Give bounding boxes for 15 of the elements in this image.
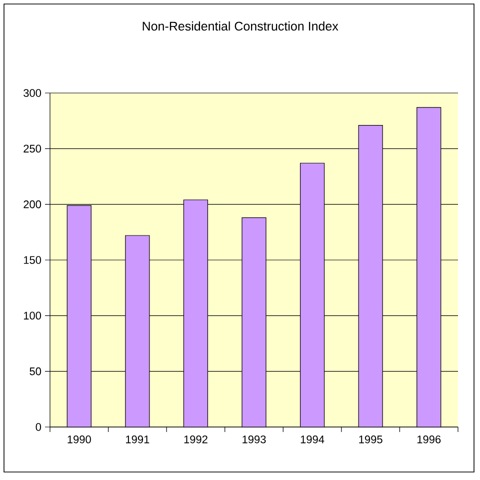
x-tick-label: 1993 — [242, 436, 266, 444]
y-tick-label: 250 — [24, 144, 42, 153]
x-tick-label: 1991 — [126, 436, 150, 444]
y-tick-label: 100 — [24, 312, 42, 320]
x-tick-label: 1995 — [359, 436, 382, 444]
x-tick-label: 1990 — [68, 436, 91, 444]
chart-title: Non-Residential Construction Index — [142, 21, 338, 31]
y-tick-label: 300 — [24, 89, 42, 97]
x-tick-label: 1996 — [417, 436, 441, 444]
x-tick-label: 1992 — [184, 436, 208, 444]
y-tick-label: 200 — [24, 200, 42, 208]
y-tick-label: 150 — [24, 256, 42, 264]
x-tick-label: 1994 — [300, 436, 324, 444]
y-tick-label: 50 — [30, 367, 42, 376]
y-tick-label: 0 — [36, 423, 42, 431]
